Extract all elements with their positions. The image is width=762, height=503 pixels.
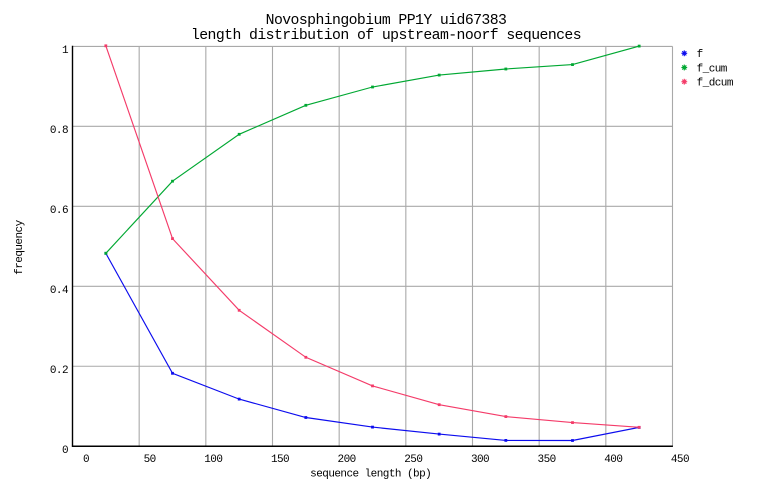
svg-text:length distribution of upstrea: length distribution of upstream-noorf se… bbox=[191, 28, 581, 44]
svg-text:f_dcum: f_dcum bbox=[697, 78, 734, 90]
svg-text:50: 50 bbox=[144, 454, 156, 466]
svg-text:frequency: frequency bbox=[14, 219, 26, 274]
svg-text:0.8: 0.8 bbox=[50, 125, 68, 137]
svg-text:200: 200 bbox=[338, 454, 356, 466]
svg-text:1: 1 bbox=[62, 45, 69, 57]
svg-text:450: 450 bbox=[671, 454, 689, 466]
svg-text:0.4: 0.4 bbox=[50, 285, 69, 297]
svg-text:300: 300 bbox=[471, 454, 489, 466]
svg-text:250: 250 bbox=[404, 454, 422, 466]
svg-text:0.6: 0.6 bbox=[50, 205, 68, 217]
svg-text:100: 100 bbox=[204, 454, 222, 466]
svg-text:150: 150 bbox=[271, 454, 289, 466]
svg-text:400: 400 bbox=[604, 454, 622, 466]
svg-text:350: 350 bbox=[538, 454, 556, 466]
svg-text:0: 0 bbox=[83, 454, 89, 466]
svg-text:0.2: 0.2 bbox=[50, 365, 68, 377]
svg-text:f_cum: f_cum bbox=[697, 63, 728, 75]
svg-text:Novosphingobium PP1Y uid67383: Novosphingobium PP1Y uid67383 bbox=[266, 13, 507, 29]
svg-text:sequence length (bp): sequence length (bp) bbox=[310, 469, 431, 481]
svg-text:f: f bbox=[697, 49, 703, 61]
svg-text:0: 0 bbox=[62, 445, 68, 457]
